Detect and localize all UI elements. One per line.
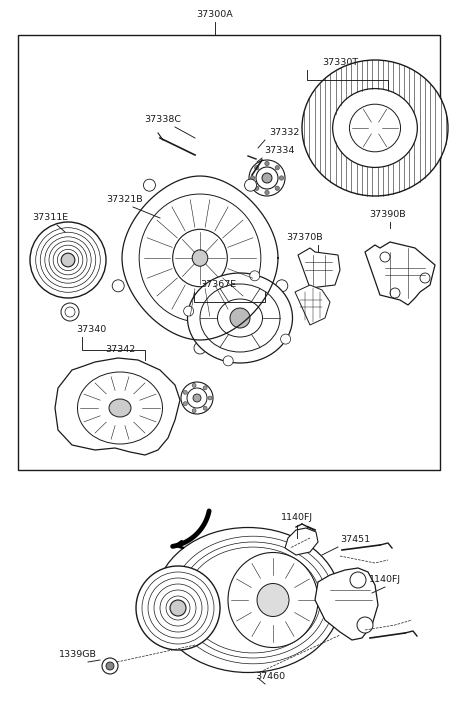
Circle shape	[192, 409, 196, 413]
Circle shape	[203, 406, 207, 410]
Circle shape	[244, 179, 256, 191]
Ellipse shape	[78, 372, 163, 444]
Circle shape	[357, 617, 373, 633]
Ellipse shape	[139, 194, 261, 322]
Circle shape	[183, 390, 187, 394]
Circle shape	[181, 382, 213, 414]
Polygon shape	[298, 248, 340, 288]
Text: 1140FJ: 1140FJ	[281, 513, 313, 522]
Circle shape	[255, 166, 259, 170]
Circle shape	[136, 566, 220, 650]
Circle shape	[250, 176, 255, 180]
Ellipse shape	[179, 542, 327, 658]
Circle shape	[194, 342, 206, 354]
Circle shape	[350, 572, 366, 588]
Text: 37390B: 37390B	[370, 210, 406, 219]
Text: 37367E: 37367E	[200, 280, 236, 289]
Circle shape	[390, 288, 400, 298]
Bar	[18, 35, 440, 470]
Circle shape	[106, 662, 114, 670]
Circle shape	[255, 186, 259, 190]
Ellipse shape	[186, 547, 320, 653]
Text: 37311E: 37311E	[32, 213, 68, 222]
Circle shape	[279, 176, 284, 180]
Circle shape	[170, 600, 186, 616]
Circle shape	[61, 253, 75, 267]
Circle shape	[265, 161, 269, 166]
Circle shape	[262, 173, 272, 183]
Ellipse shape	[192, 250, 208, 266]
Ellipse shape	[200, 284, 280, 352]
Circle shape	[250, 270, 260, 281]
Circle shape	[223, 356, 233, 366]
Ellipse shape	[228, 553, 318, 648]
Polygon shape	[365, 242, 435, 305]
Text: 37338C: 37338C	[144, 115, 181, 124]
Circle shape	[249, 160, 285, 196]
Ellipse shape	[302, 60, 448, 196]
Circle shape	[30, 222, 106, 298]
Polygon shape	[55, 358, 180, 455]
Circle shape	[208, 396, 212, 400]
Text: 37330T: 37330T	[322, 58, 358, 67]
Circle shape	[143, 179, 155, 191]
Circle shape	[61, 303, 79, 321]
Text: 37334: 37334	[264, 146, 294, 155]
Text: 37321B: 37321B	[106, 195, 143, 204]
Ellipse shape	[155, 528, 340, 672]
Text: 37460: 37460	[255, 672, 285, 681]
Text: 37332: 37332	[269, 128, 299, 137]
Text: 1140FJ: 1140FJ	[369, 575, 401, 584]
Polygon shape	[315, 568, 378, 640]
Text: 37370B: 37370B	[287, 233, 323, 242]
Circle shape	[420, 273, 430, 283]
Circle shape	[281, 334, 291, 344]
Circle shape	[193, 394, 201, 402]
Polygon shape	[295, 285, 330, 325]
Text: 37300A: 37300A	[197, 10, 234, 19]
Text: 37340: 37340	[76, 325, 106, 334]
Ellipse shape	[257, 584, 289, 616]
Text: 1339GB: 1339GB	[59, 650, 97, 659]
Circle shape	[275, 186, 279, 190]
Circle shape	[203, 386, 207, 390]
Polygon shape	[285, 528, 318, 555]
Circle shape	[192, 383, 196, 387]
Ellipse shape	[333, 89, 417, 167]
Circle shape	[275, 166, 279, 170]
Circle shape	[265, 190, 269, 195]
Circle shape	[256, 167, 278, 189]
Circle shape	[276, 280, 288, 292]
Text: 37342: 37342	[105, 345, 135, 354]
Circle shape	[183, 401, 187, 406]
Circle shape	[102, 658, 118, 674]
Ellipse shape	[187, 273, 292, 363]
Ellipse shape	[173, 229, 227, 286]
Circle shape	[184, 306, 194, 316]
Circle shape	[230, 308, 250, 328]
Text: 37451: 37451	[340, 535, 370, 544]
Ellipse shape	[171, 537, 335, 664]
Circle shape	[380, 252, 390, 262]
Circle shape	[187, 388, 207, 408]
Ellipse shape	[109, 399, 131, 417]
Circle shape	[112, 280, 124, 292]
